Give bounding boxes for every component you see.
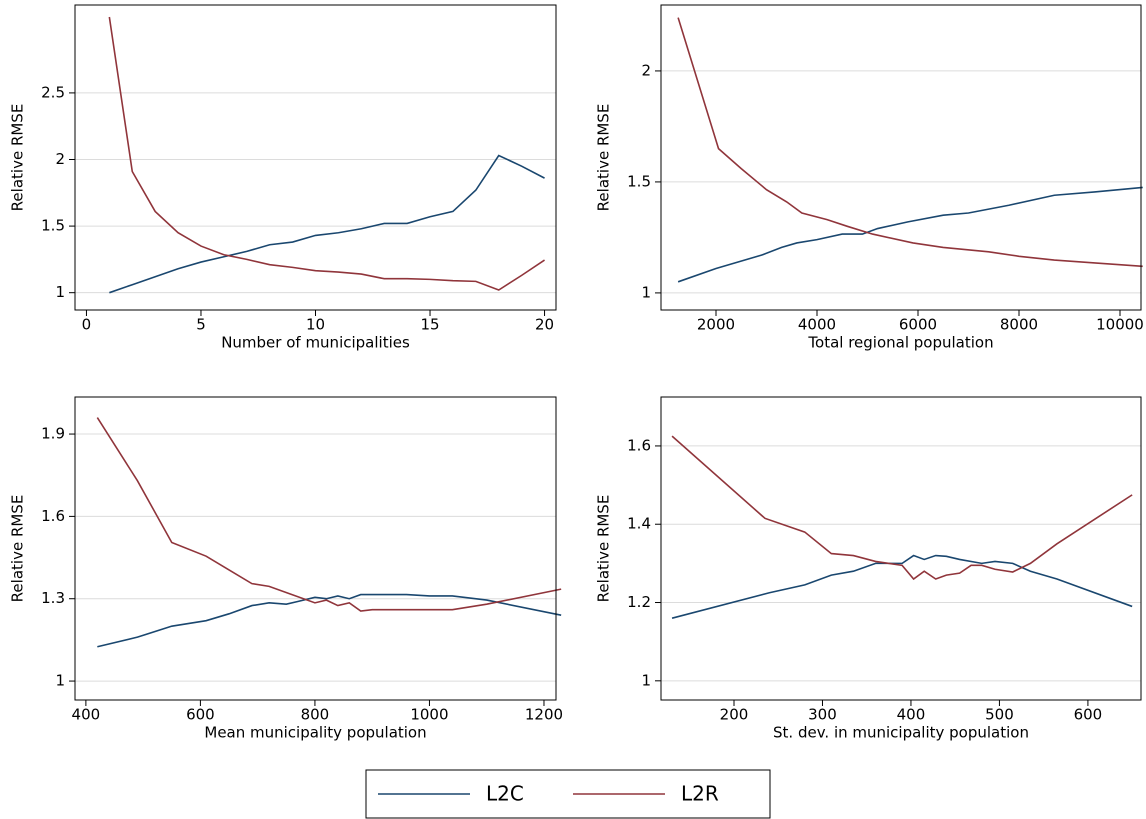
y-tick-label: 1.3 bbox=[41, 589, 65, 607]
x-axis-label: Number of municipalities bbox=[221, 334, 410, 352]
y-tick-label: 1.6 bbox=[627, 436, 651, 454]
x-tick-label: 6000 bbox=[899, 316, 937, 334]
x-tick-label: 4000 bbox=[798, 316, 836, 334]
x-tick-label: 15 bbox=[420, 316, 439, 334]
x-tick-label: 20 bbox=[535, 316, 554, 334]
x-tick-label: 600 bbox=[1074, 706, 1103, 724]
x-tick-label: 5 bbox=[196, 316, 206, 334]
x-tick-label: 2000 bbox=[697, 316, 735, 334]
x-tick-label: 0 bbox=[82, 316, 92, 334]
y-axis-label: Relative RMSE bbox=[9, 495, 27, 603]
y-tick-label: 2 bbox=[641, 61, 651, 79]
series-line bbox=[677, 17, 1143, 268]
x-tick-label: 500 bbox=[985, 706, 1014, 724]
legend-label: L2R bbox=[681, 782, 719, 806]
series-line bbox=[671, 435, 1133, 581]
series-line bbox=[96, 417, 562, 612]
x-tick-label: 400 bbox=[72, 706, 101, 724]
x-tick-label: 8000 bbox=[1000, 316, 1038, 334]
y-tick-label: 1.2 bbox=[627, 593, 651, 611]
series-line bbox=[108, 16, 545, 291]
plot-frame bbox=[74, 396, 557, 701]
x-axis-label: Total regional population bbox=[807, 334, 993, 352]
y-tick-label: 1.6 bbox=[41, 507, 65, 525]
x-tick-label: 10 bbox=[306, 316, 325, 334]
legend-label: L2C bbox=[486, 782, 524, 806]
x-tick-label: 800 bbox=[301, 706, 330, 724]
series-line bbox=[109, 154, 545, 294]
plot-frame bbox=[74, 4, 557, 311]
y-tick-label: 1.5 bbox=[627, 172, 651, 190]
y-tick-label: 1.4 bbox=[627, 515, 651, 533]
series-line bbox=[677, 186, 1143, 283]
x-tick-label: 1200 bbox=[525, 706, 563, 724]
y-tick-label: 1 bbox=[641, 671, 651, 689]
x-axis-label: Mean municipality population bbox=[204, 724, 426, 742]
y-tick-label: 2.5 bbox=[41, 83, 65, 101]
x-tick-label: 600 bbox=[186, 706, 215, 724]
y-tick-label: 1.9 bbox=[41, 425, 65, 443]
x-tick-label: 10000 bbox=[1096, 316, 1144, 334]
y-axis-label: Relative RMSE bbox=[595, 495, 613, 603]
y-tick-label: 2 bbox=[55, 150, 65, 168]
series-line bbox=[97, 593, 562, 648]
series-line bbox=[671, 554, 1133, 619]
x-axis-label: St. dev. in municipality population bbox=[773, 724, 1029, 742]
y-tick-label: 1.5 bbox=[41, 217, 65, 235]
y-tick-label: 1 bbox=[55, 672, 65, 690]
plot-frame bbox=[660, 396, 1142, 701]
x-tick-label: 300 bbox=[808, 706, 837, 724]
x-tick-label: 200 bbox=[720, 706, 749, 724]
x-tick-label: 400 bbox=[897, 706, 926, 724]
y-axis-label: Relative RMSE bbox=[595, 104, 613, 212]
plot-frame bbox=[660, 4, 1142, 311]
x-tick-label: 1000 bbox=[410, 706, 448, 724]
y-tick-label: 1 bbox=[55, 283, 65, 301]
y-axis-label: Relative RMSE bbox=[9, 104, 27, 212]
y-tick-label: 1 bbox=[641, 283, 651, 301]
